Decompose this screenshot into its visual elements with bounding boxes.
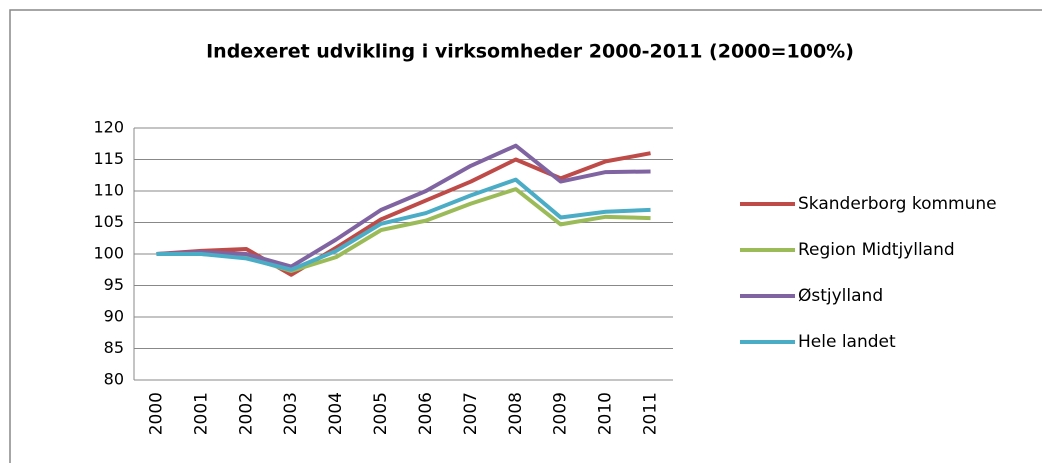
- legend-label: Hele landet: [798, 332, 896, 352]
- y-tick-label: 90: [104, 307, 124, 326]
- x-tick-label: 2002: [236, 392, 256, 435]
- y-tick-label: 110: [93, 181, 124, 200]
- x-tick-label: 2010: [596, 392, 616, 435]
- y-tick-label: 95: [104, 275, 124, 294]
- line-series: [156, 177, 651, 272]
- y-tick-label: 115: [93, 149, 124, 168]
- x-tick-label: 2005: [371, 392, 391, 435]
- x-tick-label: 2006: [416, 392, 436, 435]
- y-tick-label: 80: [104, 370, 124, 389]
- line-series: [156, 143, 651, 269]
- y-tick-label: 105: [93, 212, 124, 231]
- x-tick-label: 2000: [146, 392, 166, 435]
- y-tick-label: 120: [93, 118, 124, 137]
- x-tick-label: 2011: [641, 392, 661, 435]
- chart-title: Indexeret udvikling i virksomheder 2000-…: [206, 41, 854, 63]
- x-tick-label: 2007: [461, 392, 481, 435]
- x-tick-label: 2009: [551, 392, 571, 435]
- legend-label: Østjylland: [798, 286, 883, 306]
- legend-label: Region Midtjylland: [798, 240, 955, 260]
- legend-label: Skanderborg kommune: [798, 194, 997, 214]
- x-tick-label: 2003: [281, 392, 301, 435]
- x-tick-label: 2004: [326, 392, 346, 435]
- y-tick-label: 85: [104, 338, 124, 357]
- line-series: [156, 151, 651, 277]
- x-tick-label: 2008: [506, 392, 526, 435]
- chart-border: [9, 9, 1042, 467]
- y-tick-label: 100: [93, 244, 124, 263]
- x-tick-label: 2001: [191, 392, 211, 435]
